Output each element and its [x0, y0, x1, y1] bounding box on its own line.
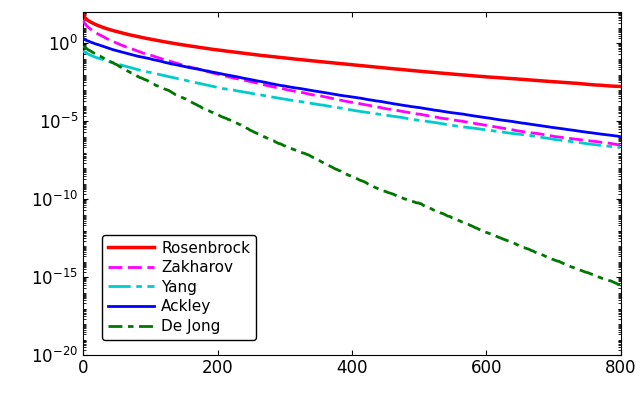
Rosenbrock [79, 11, 87, 16]
Ackley [421, 106, 429, 111]
Ackley [486, 116, 494, 121]
De Jong [421, 204, 429, 208]
Zakharov [405, 110, 413, 115]
Rosenbrock [405, 68, 413, 72]
De Jong [391, 193, 399, 197]
Ackley [112, 48, 120, 53]
Line: Zakharov: Zakharov [83, 20, 620, 145]
De Jong [486, 232, 494, 236]
Yang [486, 128, 494, 133]
Yang [421, 119, 429, 123]
De Jong [541, 254, 549, 259]
Rosenbrock [421, 69, 429, 74]
Yang [79, 48, 87, 53]
Zakharov [421, 113, 429, 117]
Line: Yang: Yang [83, 51, 620, 148]
Rosenbrock [541, 79, 549, 84]
Ackley [391, 102, 399, 106]
Zakharov [616, 143, 624, 147]
Zakharov [486, 124, 494, 128]
Line: De Jong: De Jong [83, 46, 620, 285]
Rosenbrock [616, 84, 624, 89]
De Jong [405, 198, 413, 203]
Zakharov [391, 108, 399, 112]
Zakharov [79, 17, 87, 22]
Zakharov [541, 132, 549, 137]
Yang [616, 145, 624, 150]
Zakharov [112, 41, 120, 45]
Ackley [616, 134, 624, 139]
Yang [541, 136, 549, 140]
Ackley [79, 36, 87, 41]
Yang [112, 61, 120, 66]
Rosenbrock [391, 67, 399, 71]
De Jong [616, 282, 623, 287]
Yang [405, 117, 413, 121]
Rosenbrock [486, 75, 494, 80]
Yang [391, 114, 399, 119]
Line: Ackley: Ackley [83, 38, 620, 137]
De Jong [112, 62, 120, 67]
Legend: Rosenbrock, Zakharov, Yang, Ackley, De Jong: Rosenbrock, Zakharov, Yang, Ackley, De J… [102, 234, 256, 340]
Ackley [405, 104, 413, 109]
De Jong [79, 44, 87, 48]
Rosenbrock [112, 29, 120, 34]
Line: Rosenbrock: Rosenbrock [83, 13, 620, 86]
Ackley [541, 124, 549, 129]
De Jong [616, 282, 624, 287]
